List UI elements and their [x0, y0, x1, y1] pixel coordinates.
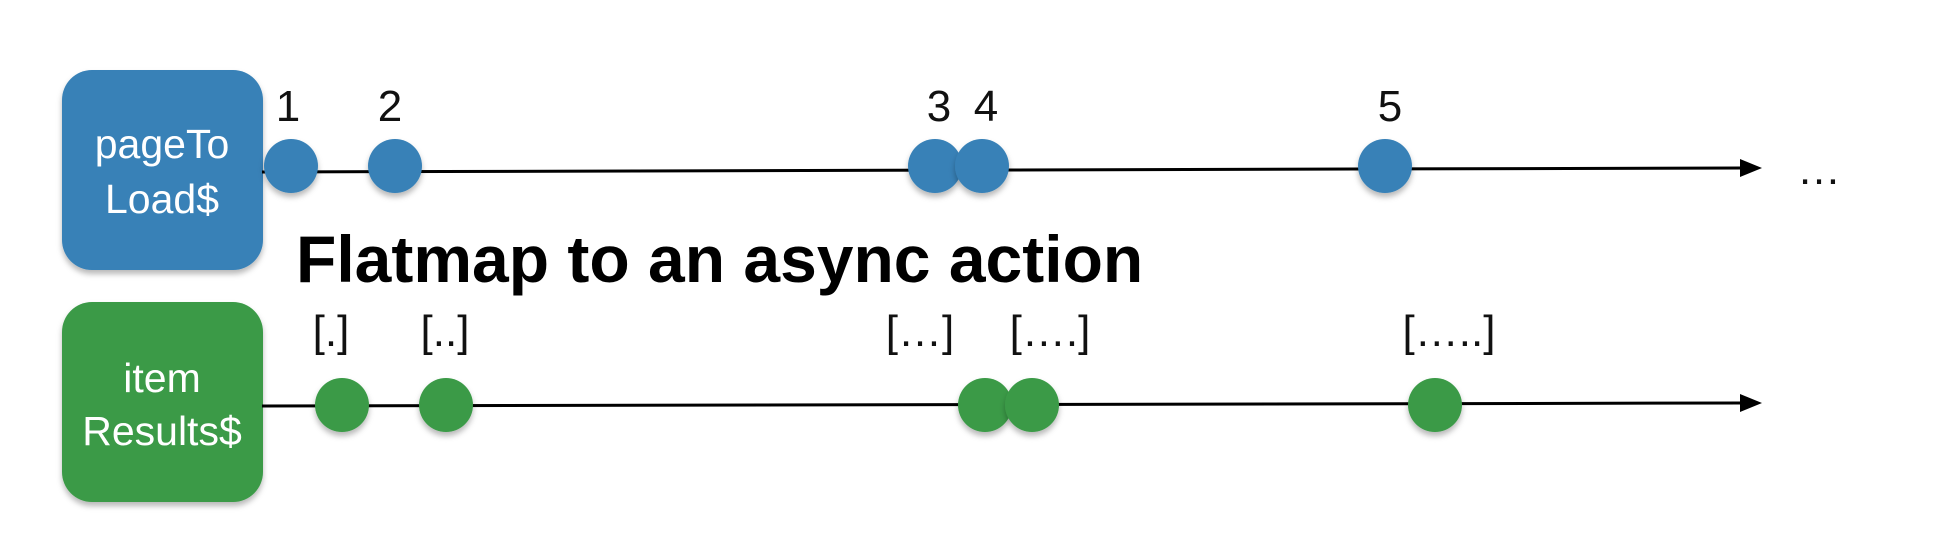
page-event-label-1: 1 [276, 82, 300, 131]
page-event-label-3: 3 [927, 82, 951, 131]
page-event-marble-2 [368, 139, 422, 193]
page-event-marble-4 [955, 139, 1009, 193]
item-results-box [62, 302, 263, 502]
item-results-label-line-2: Results$ [82, 408, 242, 454]
page-event-marble-3 [908, 139, 962, 193]
page-event-marble-5 [1358, 139, 1412, 193]
page-event-label-2: 2 [378, 82, 402, 131]
page-event-label-5: 5 [1378, 82, 1402, 131]
result-event-marble-4 [1005, 378, 1059, 432]
result-event-marble-1 [315, 378, 369, 432]
result-event-label-2: [..] [421, 307, 470, 356]
continuation-ellipsis: … [1797, 145, 1847, 194]
page-event-marble-1 [264, 139, 318, 193]
page-to-load-arrowhead [1740, 159, 1762, 177]
result-event-label-4: [….] [1010, 307, 1091, 356]
page-event-label-4: 4 [974, 82, 998, 131]
result-event-label-5: […..] [1403, 307, 1496, 356]
stream-item-results: item Results$ [.] [..] […] [….] […..] [62, 302, 1762, 502]
result-event-label-3: […] [886, 307, 954, 356]
page-to-load-label-line-1: pageTo [95, 121, 230, 167]
page-to-load-label-line-2: Load$ [105, 176, 219, 222]
page-to-load-box [62, 70, 263, 270]
item-results-arrowhead [1740, 394, 1762, 412]
result-event-marble-3 [958, 378, 1012, 432]
item-results-label-line-1: item [123, 355, 200, 401]
result-event-marble-2 [419, 378, 473, 432]
diagram-title: Flatmap to an async action [296, 222, 1143, 296]
result-event-marble-5 [1408, 378, 1462, 432]
result-event-label-1: [.] [313, 307, 350, 356]
